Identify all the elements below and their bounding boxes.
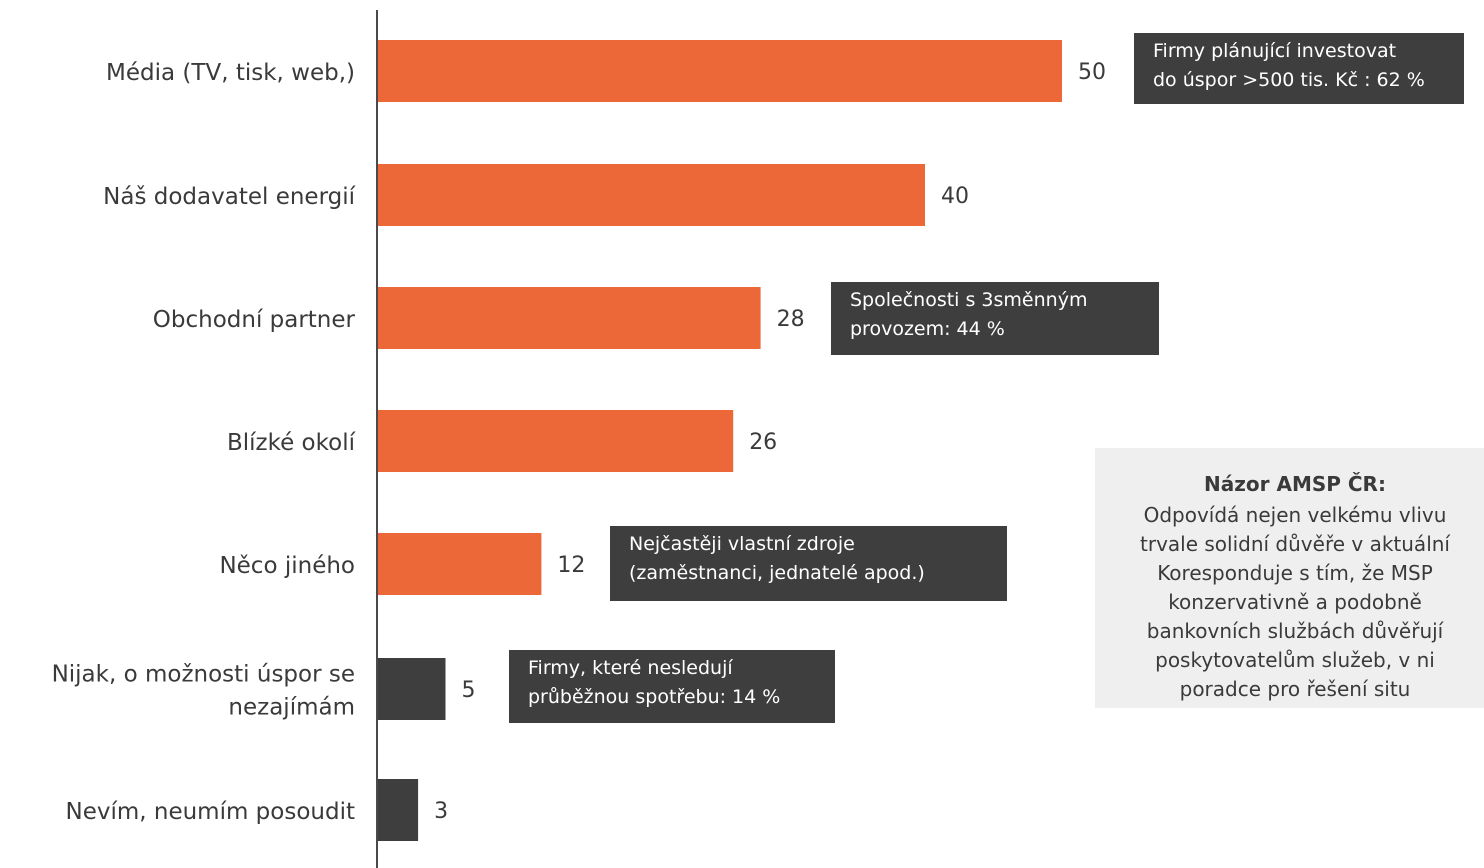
category-label: Nevím, neumím posoudit	[65, 799, 355, 825]
callout-own-resources: Nejčastěji vlastní zdroje (zaměstnanci, …	[610, 526, 1007, 601]
data-label: 40	[941, 184, 969, 209]
category-label: Obchodní partner	[153, 307, 356, 333]
opinion-box: Názor AMSP ČR: Odpovídá nejen velkému vl…	[1095, 448, 1484, 708]
category-label: Něco jiného	[219, 553, 355, 579]
data-label: 28	[777, 307, 805, 332]
category-label: Nijak, o možnosti úspor se	[52, 662, 355, 688]
bar	[377, 164, 925, 226]
opinion-line: Odpovídá nejen velkému vlivu	[1143, 503, 1447, 527]
opinion-line: bankovních službách důvěřují	[1146, 619, 1444, 643]
opinion-line: poradce pro řešení situ	[1179, 677, 1411, 701]
category-label: Blízké okolí	[227, 430, 356, 456]
data-label: 5	[462, 678, 476, 703]
data-label: 12	[557, 553, 585, 578]
opinion-line: poskytovatelům služeb, v ni	[1155, 648, 1435, 672]
opinion-line: Koresponduje s tím, že MSP	[1157, 561, 1433, 585]
category-label: Náš dodavatel energií	[103, 184, 355, 210]
category-label: Média (TV, tisk, web,)	[106, 60, 355, 86]
category-label: nezajímám	[228, 695, 355, 721]
bar	[377, 658, 446, 720]
callout-no-monitoring: Firmy, které nesledují průběžnou spotřeb…	[509, 650, 835, 723]
callout-three-shift: Společnosti s 3směnným provozem: 44 %	[831, 282, 1159, 355]
data-label: 50	[1078, 60, 1106, 85]
data-label: 3	[434, 799, 448, 824]
opinion-title: Názor AMSP ČR:	[1204, 472, 1386, 496]
bar	[377, 410, 734, 472]
opinion-line: trvale solidní důvěře v aktuální	[1140, 532, 1450, 556]
data-label: 26	[749, 430, 777, 455]
opinion-line: konzervativně a podobně	[1168, 590, 1422, 614]
bar	[377, 533, 542, 595]
callout-investment: Firmy plánující investovat do úspor >500…	[1134, 33, 1464, 104]
bar	[377, 287, 761, 349]
bar	[377, 40, 1062, 102]
bar	[377, 779, 419, 841]
